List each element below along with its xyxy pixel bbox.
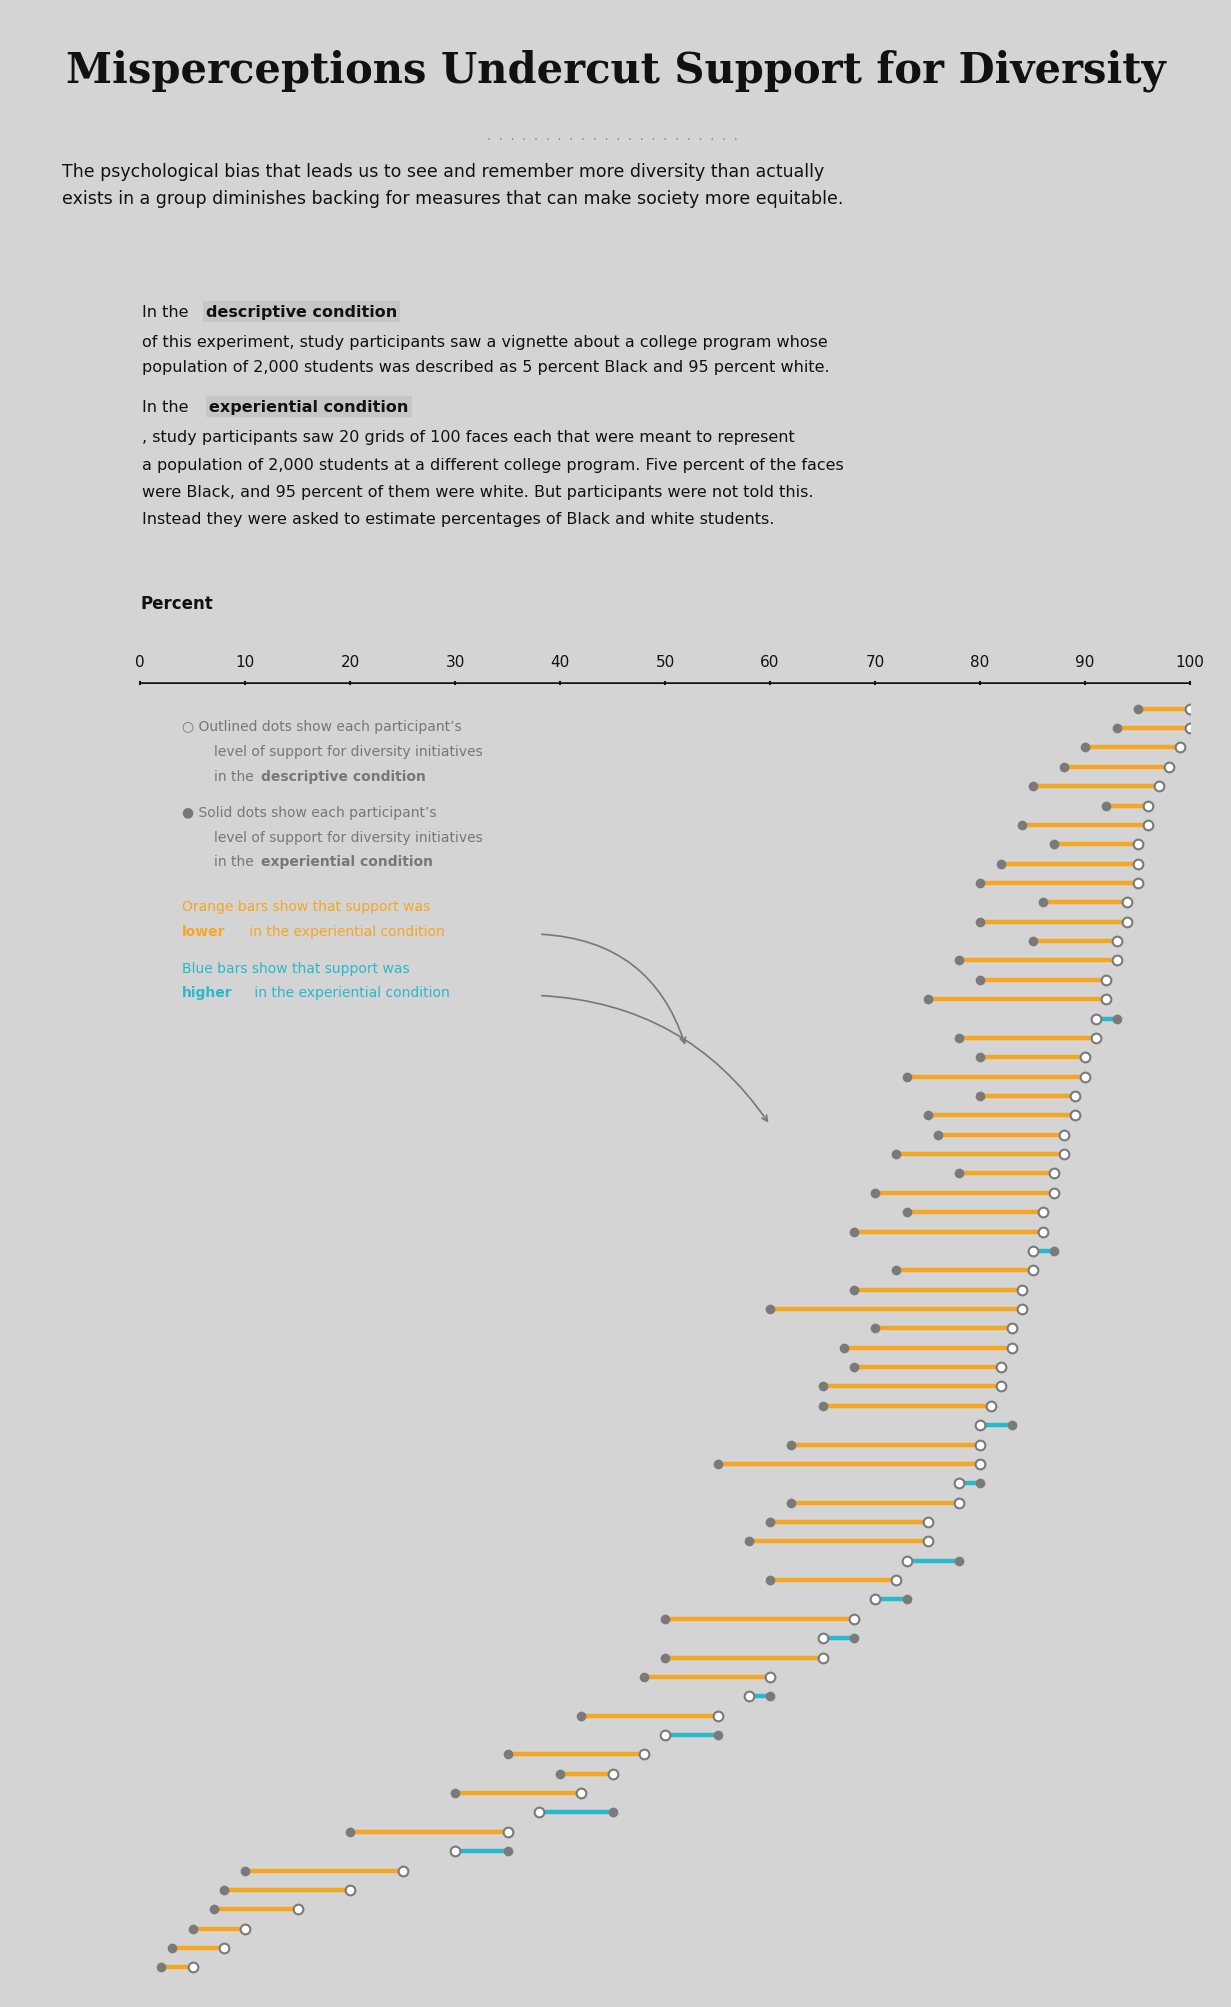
Text: higher: higher [182,985,233,999]
Text: In the: In the [142,305,198,319]
Text: 10: 10 [235,654,255,670]
Text: level of support for diversity initiatives: level of support for diversity initiativ… [213,745,483,759]
Text: · · · · · · · · · · · · · · · · · · · · · ·: · · · · · · · · · · · · · · · · · · · · … [486,134,745,145]
Text: experiential condition: experiential condition [209,399,409,415]
Text: in the: in the [213,769,257,783]
Text: , study participants saw 20 grids of 100 faces each that were meant to represent: , study participants saw 20 grids of 100… [142,429,794,446]
Text: 40: 40 [550,654,570,670]
Text: population of 2,000 students was described as 5 percent Black and 95 percent whi: population of 2,000 students was describ… [142,359,830,375]
Text: descriptive condition: descriptive condition [206,305,396,319]
Text: Misperceptions Undercut Support for Diversity: Misperceptions Undercut Support for Dive… [65,50,1166,92]
Text: 90: 90 [1076,654,1094,670]
Text: Percent: Percent [140,594,213,612]
Text: ● Solid dots show each participant’s: ● Solid dots show each participant’s [182,807,437,821]
Text: experiential condition: experiential condition [261,855,433,869]
Text: level of support for diversity initiatives: level of support for diversity initiativ… [213,831,483,845]
Text: 50: 50 [655,654,675,670]
Text: in the experiential condition: in the experiential condition [245,925,444,939]
Text: were Black, and 95 percent of them were white. But participants were not told th: were Black, and 95 percent of them were … [142,486,812,500]
Text: 80: 80 [970,654,990,670]
Text: in the experiential condition: in the experiential condition [250,985,451,999]
Text: Instead they were asked to estimate percentages of Black and white students.: Instead they were asked to estimate perc… [142,512,774,526]
Text: 70: 70 [865,654,885,670]
Text: ○ Outlined dots show each participant’s: ○ Outlined dots show each participant’s [182,721,462,735]
Text: descriptive condition: descriptive condition [261,769,426,783]
Text: The psychological bias that leads us to see and remember more diversity than act: The psychological bias that leads us to … [62,163,843,209]
Text: 0: 0 [135,654,145,670]
Text: 100: 100 [1176,654,1204,670]
Text: in the: in the [213,855,257,869]
Text: 30: 30 [446,654,464,670]
Text: lower: lower [182,925,225,939]
Text: Blue bars show that support was: Blue bars show that support was [182,961,410,975]
Text: 20: 20 [341,654,359,670]
Text: a population of 2,000 students at a different college program. Five percent of t: a population of 2,000 students at a diff… [142,458,843,474]
Text: Orange bars show that support was: Orange bars show that support was [182,899,431,913]
Text: 60: 60 [761,654,779,670]
Text: In the: In the [142,399,198,415]
Text: of this experiment, study participants saw a vignette about a college program wh: of this experiment, study participants s… [142,335,827,349]
